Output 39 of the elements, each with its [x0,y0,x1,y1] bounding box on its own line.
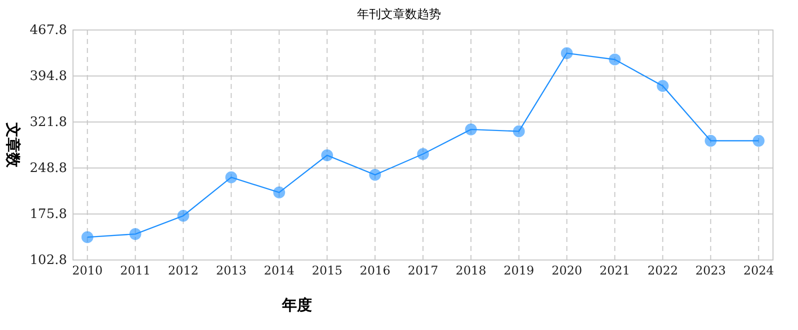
point [129,228,142,240]
x-tick-label: 2017 [408,264,438,278]
x-tick-label: 2013 [216,264,246,278]
point [417,148,429,160]
x-tick-label: 2023 [695,264,726,278]
point [560,47,573,60]
point [273,186,286,198]
x-tick-label: 2011 [120,264,151,278]
point [512,125,525,138]
x-tick-label: 2014 [264,264,295,278]
x-tick-label: 2020 [552,264,582,278]
y-tick-label: 102.8 [30,253,67,268]
x-tick-label: 2021 [600,264,630,278]
y-tick-label: 175.8 [30,207,67,222]
x-tick-label: 2015 [312,264,342,278]
y-tick-label: 394.8 [30,69,67,84]
x-tick-label: 2019 [504,264,534,278]
x-tick-label: 2018 [456,264,486,278]
x-axis-title: 年度 [281,296,312,314]
point [465,124,477,136]
y-tick-label: 321.8 [30,115,67,130]
point [321,149,334,162]
point [752,134,765,147]
point [704,134,717,147]
point [81,231,94,244]
point [225,171,238,184]
y-tick-label: 467.8 [30,23,67,38]
chart-title: 年刊文章数趋势 [357,7,441,21]
point [656,80,669,92]
x-tick-label: 2022 [647,264,678,278]
point [177,210,190,222]
y-tick-label: 248.8 [30,161,67,176]
y-axis-title: 文章数 [4,122,22,168]
x-tick-label: 2024 [743,264,774,278]
point [608,54,621,66]
point [369,168,381,181]
x-tick-label: 2012 [168,264,199,278]
x-tick-label: 2016 [360,264,390,278]
x-tick-label: 2010 [72,264,103,278]
